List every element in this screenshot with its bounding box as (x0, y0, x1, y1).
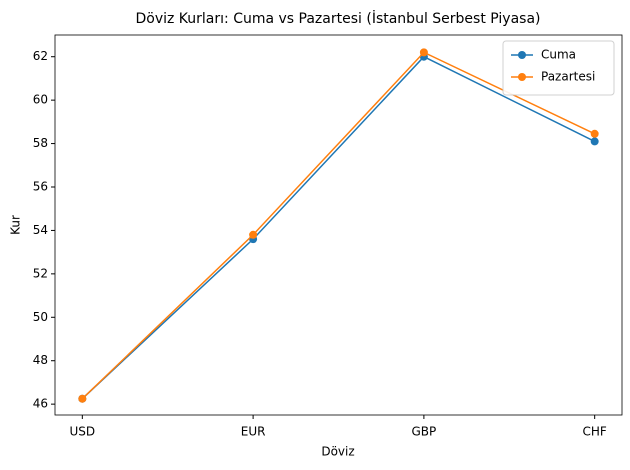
chart-title: Döviz Kurları: Cuma vs Pazartesi (İstanb… (135, 9, 540, 27)
legend-label: Cuma (541, 48, 576, 62)
point (78, 394, 87, 403)
y-tick-label: 58 (33, 136, 48, 150)
series-line (81, 55, 596, 400)
plot-frame (54, 34, 623, 416)
point (590, 129, 599, 138)
y-tick-label: 50 (33, 310, 48, 324)
y-tick-label: 54 (33, 223, 48, 237)
legend-marker (518, 73, 526, 81)
y-tick-label: 56 (33, 180, 48, 194)
x-tick-label: CHF (583, 425, 607, 439)
y-tick-label: 46 (33, 397, 48, 411)
series-line (81, 51, 595, 400)
point (419, 48, 428, 57)
y-tick-label: 62 (33, 49, 48, 63)
y-axis-label: Kur (9, 215, 23, 235)
y-tick-label: 52 (33, 266, 48, 280)
x-tick-label: EUR (241, 425, 266, 439)
y-tick-label: 48 (33, 353, 48, 367)
legend-label: Pazartesi (541, 70, 595, 84)
legend-marker (518, 51, 526, 59)
y-tick-label: 60 (33, 93, 48, 107)
x-tick-label: GBP (412, 425, 437, 439)
point (249, 230, 258, 239)
point (590, 137, 599, 146)
x-axis-label: Döviz (321, 445, 354, 459)
x-tick-label: USD (70, 425, 96, 439)
